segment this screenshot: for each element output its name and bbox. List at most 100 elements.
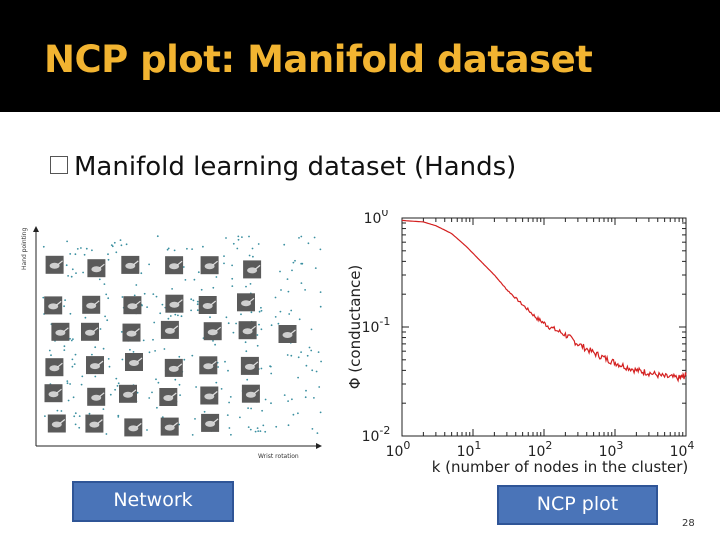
network-point [225,316,228,319]
network-point [178,383,181,386]
network-point [305,364,308,367]
finger-mark [97,360,104,366]
network-point [78,415,81,417]
network-point [111,245,114,248]
network-point [135,284,138,286]
network-point [228,401,231,404]
finger-mark [172,325,179,331]
network-point [80,383,83,386]
network-point [44,415,46,417]
network-point [105,293,108,296]
network-point [250,407,253,410]
conductance-series-line [401,219,687,383]
network-point [91,353,93,356]
network-point [42,296,45,299]
network-point [215,276,218,278]
hand-icon [127,303,138,310]
finger-mark [212,418,219,424]
network-point [136,391,139,394]
network-point [119,239,122,241]
network-point [241,236,243,238]
finger-mark [253,389,260,395]
hand-icon [207,329,218,336]
network-point [290,309,293,312]
network-point [291,398,293,401]
finger-mark [212,260,218,266]
network-point [69,253,72,255]
network-point [292,261,295,264]
finger-mark [210,300,217,306]
network-point [129,348,131,351]
hand-icon [168,365,179,372]
network-point [190,309,193,312]
network-point [60,410,63,412]
network-point [167,247,170,250]
network-point [182,266,185,268]
hand-thumbnail [123,296,142,315]
network-point [74,423,77,426]
network-point [239,416,241,419]
network-point [300,351,302,353]
network-point [76,248,79,250]
network-point [307,242,310,245]
network-point [157,381,160,384]
network-point [257,243,260,245]
network-point [121,296,124,298]
network-point [288,313,291,315]
hand-thumbnail [44,384,63,403]
finger-mark [135,300,141,306]
hand-thumbnail [243,260,262,279]
network-label-box: Network [72,481,234,522]
network-point [270,402,272,405]
network-point [167,317,170,320]
network-point [195,386,198,388]
network-point [186,247,188,250]
network-point [140,272,143,275]
hand-thumbnail [159,388,178,406]
hand-thumbnail [51,322,70,341]
network-point [203,410,206,413]
network-point [270,324,273,327]
hand-icon [51,421,62,428]
network-point [148,397,151,399]
hand-icon [204,393,215,400]
network-point [174,378,177,381]
ncp-chart: Φ (conductance) k (number of nodes in th… [340,206,712,482]
network-point [71,365,74,368]
hand-icon [55,329,66,336]
network-point [231,277,234,280]
network-point [71,268,74,271]
network-point [116,385,119,387]
hand-thumbnail [200,256,219,275]
network-point [291,269,293,272]
network-point [152,293,155,295]
network-point [294,259,296,262]
network-point [300,262,303,265]
hand-thumbnail [45,358,64,377]
network-point [106,319,109,322]
network-point [229,396,232,398]
network-point [248,235,250,238]
network-point [105,433,108,435]
network-point [179,394,182,396]
network-point [260,367,263,370]
network-point [153,321,156,324]
network-point [256,334,259,336]
network-point [287,400,289,402]
network-point [194,418,196,420]
finger-mark [170,392,177,398]
network-point [246,378,249,381]
network-point [113,241,116,244]
network-point [81,375,84,378]
network-point [82,271,84,274]
network-point [155,295,158,298]
network-point [258,310,261,313]
network-point [318,386,321,388]
network-point [297,356,300,359]
network-point [156,406,158,409]
network-point [120,331,123,333]
network-point [190,298,193,301]
network-point [107,258,110,261]
network-point [304,289,306,291]
network-point [67,399,70,402]
